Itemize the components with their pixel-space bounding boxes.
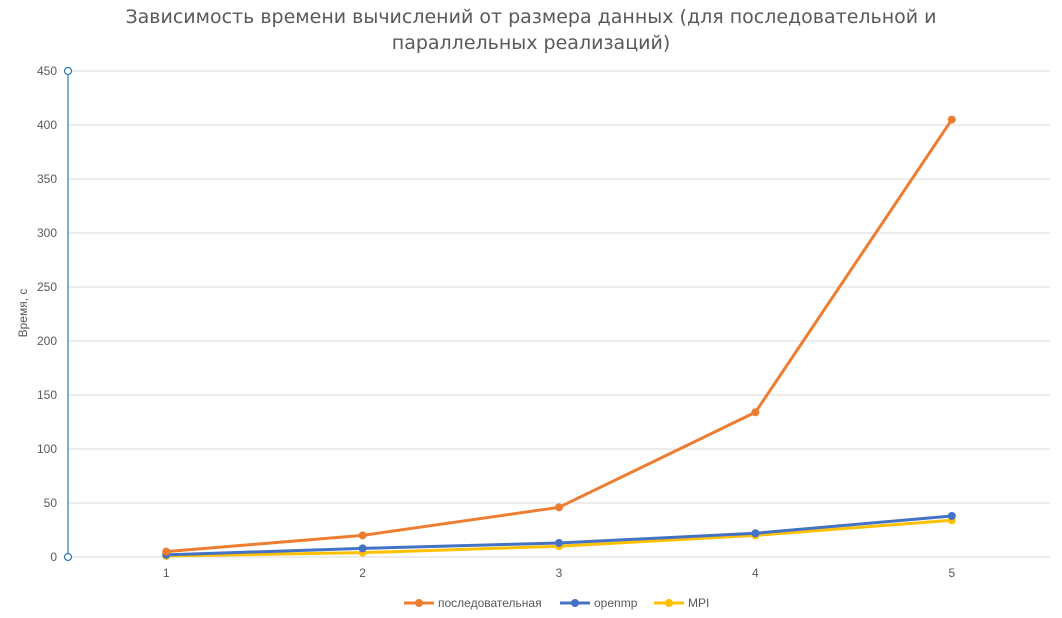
legend-marker [571, 599, 579, 607]
chart-title-line-2: параллельных реализаций) [392, 32, 670, 54]
x-tick-label: 1 [163, 566, 170, 580]
series-lines [162, 115, 956, 560]
series-2 [162, 516, 956, 560]
y-tick-label: 0 [50, 550, 57, 564]
legend-item: последовательная [404, 596, 542, 610]
legend-label: последовательная [438, 596, 542, 610]
data-point [555, 538, 563, 547]
x-tick-label: 2 [359, 566, 366, 580]
y-tick-label: 350 [37, 172, 57, 186]
axis-handle-bottom[interactable] [63, 552, 73, 562]
x-tick-label: 5 [948, 566, 955, 580]
y-axis[interactable] [63, 66, 73, 562]
y-tick-label: 100 [37, 442, 57, 456]
y-tick-label: 200 [37, 334, 57, 348]
legend-label: openmp [594, 596, 638, 610]
data-point [751, 529, 760, 538]
series-1 [162, 511, 956, 559]
gridlines [68, 70, 1050, 558]
data-point [162, 547, 171, 556]
x-tick-labels: 1 2 3 4 5 [163, 566, 956, 580]
data-point [358, 544, 367, 553]
y-tick-label: 150 [37, 388, 57, 402]
series-line [164, 118, 954, 554]
legend-item: MPI [654, 596, 709, 610]
data-point [947, 115, 956, 124]
x-tick-label: 4 [752, 566, 759, 580]
legend: последовательная openmp MPI [404, 596, 709, 610]
legend-item: openmp [560, 596, 638, 610]
y-tick-label: 300 [37, 226, 57, 240]
y-tick-labels: 0 50 100 150 200 250 300 350 400 450 [37, 64, 57, 564]
data-point [358, 531, 367, 540]
legend-marker [665, 599, 673, 607]
chart-title-line-1: Зависимость времени вычислений от размер… [125, 6, 936, 28]
y-axis-title: Время, с [16, 289, 30, 338]
series-0 [162, 115, 956, 556]
legend-label: MPI [688, 596, 709, 610]
axis-handle-top[interactable] [63, 66, 73, 76]
y-tick-label: 50 [44, 496, 58, 510]
x-tick-label: 3 [556, 566, 563, 580]
y-tick-label: 250 [37, 280, 57, 294]
y-tick-label: 450 [37, 64, 57, 78]
data-point [751, 408, 760, 417]
legend-marker [415, 599, 423, 607]
data-point [555, 503, 563, 512]
y-tick-label: 400 [37, 118, 57, 132]
data-point [947, 511, 956, 520]
